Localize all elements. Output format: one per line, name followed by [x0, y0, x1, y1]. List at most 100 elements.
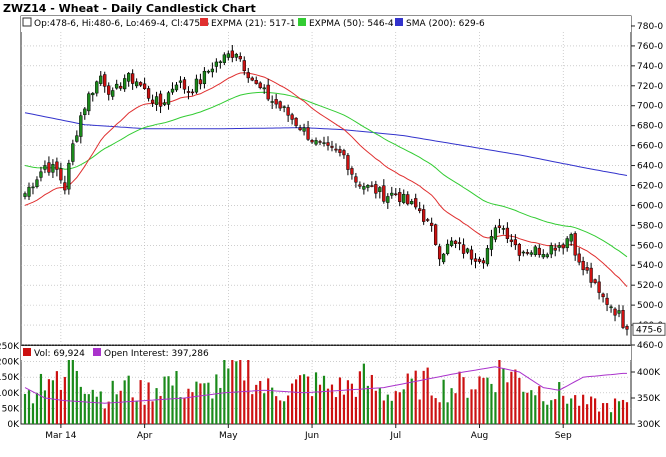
candle-body: [561, 244, 565, 249]
candle-body: [123, 78, 127, 90]
volume-bar: [402, 389, 405, 424]
volume-bar: [382, 400, 385, 424]
candle-body: [210, 68, 215, 73]
chart-title: ZWZ14 - Wheat - Daily Candlestick Chart: [3, 2, 256, 15]
price-tick-label: 780-0: [637, 22, 663, 32]
price-tick-label: 700-0: [637, 102, 663, 112]
candle-body: [437, 246, 442, 260]
legend-swatch-ema50: [298, 18, 306, 26]
price-tick-label: 760-0: [637, 42, 663, 52]
candle-body: [286, 107, 290, 116]
candle: [366, 184, 370, 192]
volume-bar: [227, 368, 230, 424]
candle: [262, 84, 266, 94]
candle-body: [282, 106, 286, 108]
candle-body: [342, 150, 346, 156]
candle: [433, 223, 438, 246]
price-tick-label: 520-0: [637, 281, 663, 291]
x-axis: Mar 14 Apr May Jun Jul Aug Sep: [45, 424, 572, 441]
candle: [597, 275, 601, 300]
candle-body: [422, 209, 426, 222]
volume-bar: [171, 385, 174, 424]
candle: [541, 249, 545, 260]
candle-body: [529, 252, 533, 255]
candle-body: [198, 79, 203, 85]
candle: [533, 244, 537, 257]
volume-bar: [625, 402, 629, 424]
candle: [354, 172, 358, 188]
volume-bar: [526, 392, 529, 424]
volume-bar: [131, 397, 134, 424]
last-price-tag: 475-6: [632, 322, 666, 336]
candle: [338, 145, 342, 157]
price-tick-label: 660-0: [637, 142, 663, 152]
legend-swatch-ema21: [200, 18, 208, 26]
candle-body: [115, 83, 119, 89]
candle-body: [186, 91, 191, 93]
candle-body: [621, 310, 625, 328]
candle-body: [262, 87, 266, 90]
candle-body: [465, 248, 470, 253]
volume-bar: [486, 377, 489, 424]
candle: [517, 242, 522, 262]
candle-body: [410, 201, 414, 205]
candle-body: [322, 142, 326, 144]
candle-body: [521, 251, 525, 254]
volume-bar: [554, 399, 557, 424]
candle: [441, 252, 446, 265]
volume-bar: [406, 373, 409, 424]
volume-bar: [71, 359, 74, 424]
candle-body: [557, 245, 561, 248]
volume-bar: [605, 403, 609, 424]
candle: [501, 225, 506, 235]
volume-bar: [55, 371, 58, 424]
volume-bar: [179, 397, 182, 424]
candle: [119, 82, 123, 91]
volume-bar: [410, 378, 413, 424]
candle: [170, 82, 175, 95]
price-tick-label: 640-0: [637, 162, 663, 172]
candle-body: [246, 72, 250, 79]
candle-body: [394, 193, 398, 196]
candle: [186, 86, 191, 100]
candle-body: [366, 185, 370, 188]
candle-body: [55, 161, 59, 170]
candle: [358, 181, 362, 189]
candle-body: [601, 293, 605, 298]
volume-bar: [167, 376, 170, 424]
volume-bar: [550, 400, 553, 424]
candle: [422, 204, 426, 225]
candle: [477, 256, 482, 264]
volume-bar: [366, 385, 369, 424]
candle: [390, 186, 394, 199]
candle: [513, 234, 518, 250]
candle: [218, 60, 222, 69]
candle: [230, 44, 234, 63]
candle-body: [525, 252, 529, 254]
open-interest-line: [24, 366, 627, 404]
candle: [35, 176, 39, 189]
candle-body: [509, 239, 514, 242]
candle: [370, 181, 374, 188]
volume-bar: [306, 376, 310, 424]
candle: [214, 58, 219, 73]
candle-body: [306, 127, 310, 140]
candle-body: [378, 187, 382, 192]
last-price-tag-box: [632, 322, 666, 336]
candle-body: [418, 208, 422, 212]
x-tick-label: Jun: [304, 431, 319, 441]
candle: [418, 201, 422, 214]
candle-body: [493, 227, 498, 240]
candle: [509, 234, 514, 248]
candle-body: [609, 306, 613, 309]
candle-body: [330, 146, 334, 148]
candle-body: [501, 228, 506, 230]
volume-bar: [95, 396, 98, 424]
volume-bar: [203, 383, 206, 424]
volume-bar: [546, 404, 549, 424]
volume-bar: [350, 383, 354, 424]
price-panel: [20, 15, 632, 346]
candle: [154, 91, 159, 111]
volume-bar: [251, 394, 254, 424]
volume-bar: [147, 382, 150, 424]
